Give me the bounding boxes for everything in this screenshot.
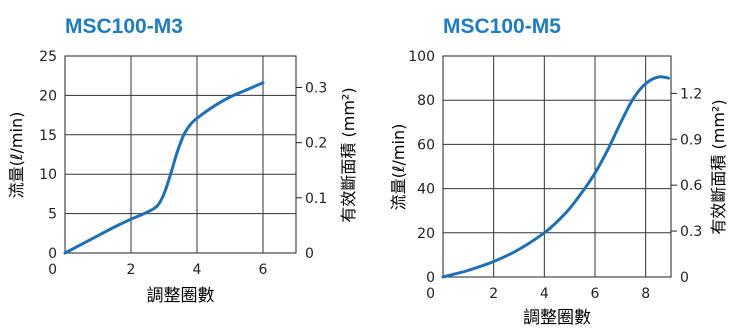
series-line	[441, 75, 670, 279]
y2-tick-label: 0.6	[680, 178, 702, 194]
x-tick-label: 4	[540, 286, 549, 302]
y-axis-ticks: 0 20 40 60 80 100	[408, 49, 435, 286]
grid	[65, 56, 296, 253]
y-tick-label: 20	[39, 88, 57, 104]
y2-tick-label: 0.1	[305, 191, 327, 207]
series-line	[63, 81, 265, 255]
x-axis-label: 調整圈數	[147, 286, 215, 306]
y2-tick-label: 0	[305, 246, 314, 262]
y-tick-label: 80	[417, 93, 435, 109]
chart-panel-msc100-m5: MSC100-M5 0 20 40 60 80 100 0 0.3 0.6 0.9 1.2 0 2 4…	[389, 15, 728, 328]
y-tick-label: 5	[48, 207, 57, 223]
y-tick-label: 100	[408, 49, 435, 65]
x-axis-ticks: 0 2 4 6	[48, 262, 267, 278]
y-tick-label: 10	[39, 167, 57, 183]
chart-title: MSC100-M3	[65, 15, 183, 38]
y2-axis-ticks: 0 0.1 0.2 0.3	[296, 81, 327, 262]
y2-tick-label: 0	[680, 270, 689, 286]
x-tick-label: 6	[591, 286, 600, 302]
x-axis-label: 調整圈數	[523, 308, 591, 328]
y2-axis-label: 有效斷面積 (mm²)	[339, 87, 358, 222]
y2-tick-label: 0.3	[305, 81, 327, 97]
x-tick-label: 2	[489, 286, 498, 302]
y-axis-label: 流量(ℓ/min)	[7, 112, 26, 199]
x-tick-label: 6	[259, 262, 268, 278]
x-tick-label: 4	[193, 262, 202, 278]
x-tick-label: 0	[48, 262, 57, 278]
y-tick-label: 0	[426, 270, 435, 286]
plot-area-frame	[64, 55, 297, 254]
y-tick-label: 40	[417, 182, 435, 198]
y2-axis-label: 有效斷面積 (mm²)	[709, 99, 728, 234]
y2-tick-label: 0.2	[305, 136, 327, 152]
chart-title: MSC100-M5	[443, 15, 561, 38]
y2-tick-label: 1.2	[680, 86, 702, 102]
x-tick-label: 8	[641, 286, 650, 302]
grid	[443, 56, 671, 277]
y2-tick-label: 0.9	[680, 132, 702, 148]
y-axis-ticks: 0 5 10 15 20 25	[39, 49, 57, 262]
chart-panel-msc100-m3: MSC100-M3 0 5 10 15 20 25 0 0.1 0.2 0.3 0 2 4 6 調整圈…	[7, 15, 358, 306]
y-axis-label: 流量(ℓ/min)	[389, 124, 408, 211]
x-axis-ticks: 0 2 4 6 8	[426, 286, 650, 302]
y-tick-label: 60	[417, 137, 435, 153]
x-tick-label: 2	[127, 262, 136, 278]
y-tick-label: 0	[48, 246, 57, 262]
y-tick-label: 15	[39, 128, 57, 144]
y-tick-label: 20	[417, 226, 435, 242]
y2-tick-label: 0.3	[680, 224, 702, 240]
plot-area-frame	[442, 55, 672, 278]
y2-axis-ticks: 0 0.3 0.6 0.9 1.2	[671, 86, 702, 286]
y-tick-label: 25	[39, 49, 57, 65]
x-tick-label: 0	[426, 286, 435, 302]
